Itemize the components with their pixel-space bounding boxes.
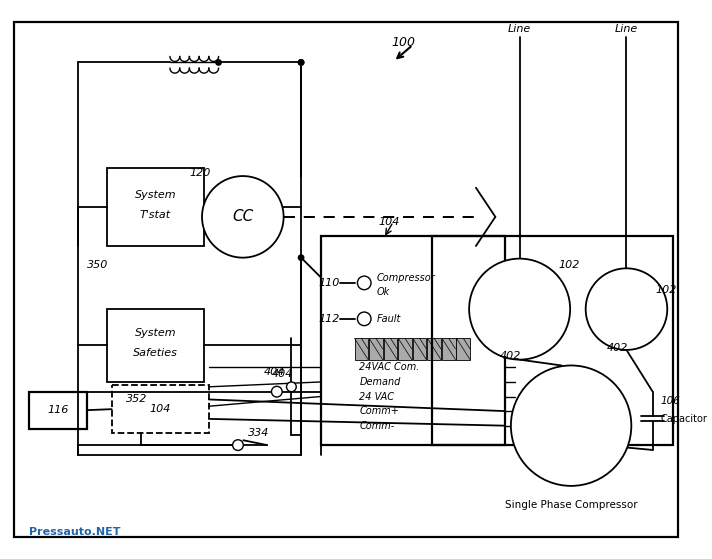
Circle shape [469, 259, 570, 359]
Bar [107, 168, 204, 246]
Circle shape [215, 59, 222, 66]
Text: 402: 402 [501, 350, 522, 361]
Text: Comm+: Comm+ [360, 406, 399, 416]
Text: 106: 106 [661, 396, 681, 406]
Text: 24VAC Com.: 24VAC Com. [360, 362, 420, 372]
Circle shape [511, 366, 632, 486]
Text: Fault: Fault [377, 314, 402, 324]
Text: 352: 352 [126, 395, 147, 405]
Circle shape [357, 312, 371, 326]
Text: 102: 102 [558, 260, 580, 271]
Bar [432, 236, 673, 445]
Bar [107, 309, 204, 382]
Bar [523, 301, 537, 315]
Text: Pressauto.NET: Pressauto.NET [29, 527, 120, 537]
Text: Compressor: Compressor [377, 273, 436, 283]
Text: 100: 100 [391, 36, 415, 49]
Bar [498, 297, 541, 319]
Bar [613, 304, 624, 314]
Circle shape [271, 386, 282, 397]
Bar [427, 338, 441, 359]
Bar [502, 301, 515, 315]
Bar [442, 338, 456, 359]
Text: T'stat: T'stat [140, 210, 171, 220]
Text: Line: Line [508, 25, 531, 35]
Bar [629, 304, 640, 314]
Text: 104: 104 [379, 217, 400, 227]
Text: 104: 104 [150, 404, 171, 414]
Text: 120: 120 [189, 168, 211, 178]
Text: 402: 402 [607, 343, 629, 353]
Circle shape [586, 268, 667, 350]
Bar [413, 338, 426, 359]
Circle shape [286, 382, 296, 392]
Text: 24 VAC: 24 VAC [360, 391, 394, 401]
Text: Safeties: Safeties [133, 348, 178, 358]
Text: Demand: Demand [360, 377, 401, 387]
Text: Line: Line [615, 25, 638, 35]
Bar [398, 338, 412, 359]
Text: 334: 334 [248, 428, 269, 438]
Bar [609, 300, 644, 317]
Circle shape [202, 176, 283, 258]
Text: Single Phase Compressor: Single Phase Compressor [505, 500, 637, 510]
Text: Ok: Ok [377, 287, 390, 297]
Text: 116: 116 [48, 405, 69, 415]
Text: 404: 404 [272, 369, 293, 379]
Bar [112, 385, 209, 433]
Circle shape [298, 59, 305, 66]
Text: 102: 102 [656, 285, 677, 295]
Text: System: System [135, 191, 176, 201]
Text: 404: 404 [264, 367, 286, 377]
Bar [29, 392, 88, 429]
Text: Comm-: Comm- [360, 421, 394, 430]
Text: 112: 112 [318, 314, 340, 324]
Text: CC: CC [232, 210, 253, 224]
Circle shape [233, 440, 244, 451]
Bar [384, 338, 397, 359]
Circle shape [357, 276, 371, 290]
Text: Capacitor: Capacitor [661, 414, 707, 424]
Bar [369, 338, 382, 359]
Text: System: System [135, 328, 176, 338]
Circle shape [298, 59, 305, 66]
Circle shape [298, 254, 305, 261]
Text: 350: 350 [88, 260, 109, 271]
Text: 110: 110 [318, 278, 340, 288]
Bar [320, 236, 505, 445]
Bar [355, 338, 368, 359]
Bar [456, 338, 470, 359]
